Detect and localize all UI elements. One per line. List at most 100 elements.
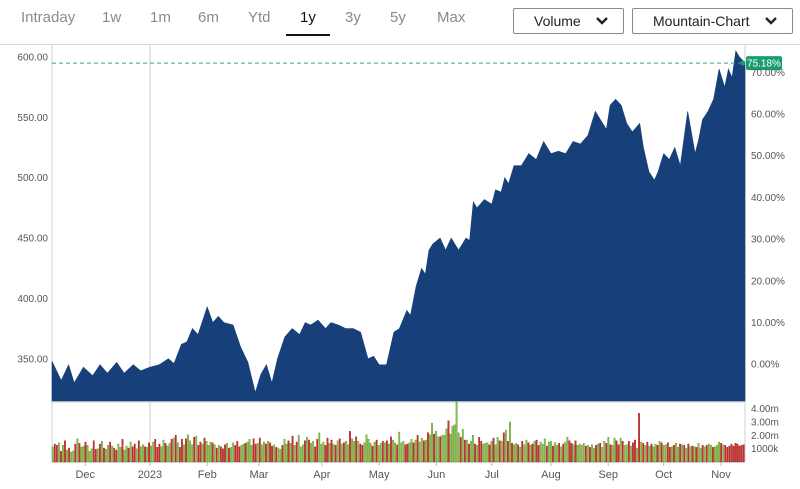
volume-bar [507, 441, 509, 463]
volume-bar [293, 445, 296, 463]
tab-1y[interactable]: 1y [300, 9, 316, 26]
volume-bar [695, 447, 698, 463]
volume-bar [82, 445, 85, 463]
y-tick-label: 350.00 [17, 354, 48, 365]
volume-bar [166, 445, 169, 463]
volume-bar [203, 437, 206, 463]
volume-bar [209, 441, 212, 463]
tab-6m[interactable]: 6m [198, 9, 219, 26]
volume-bar [558, 443, 561, 463]
volume-bar [568, 440, 571, 463]
volume-bar [525, 439, 528, 463]
volume-bar [334, 445, 337, 463]
volume-bar [195, 435, 198, 463]
volume-bar [740, 445, 743, 463]
last-change-label: 75.18% [747, 59, 781, 70]
volume-bar [699, 447, 702, 463]
volume-bar [412, 442, 415, 463]
volume-bar [644, 445, 647, 463]
x-tick-label: Jun [428, 469, 446, 481]
tab-1w[interactable]: 1w [102, 9, 122, 26]
volume-bar [86, 445, 89, 463]
volume-bar [504, 429, 507, 463]
volume-bar [683, 445, 686, 463]
volume-bar [691, 445, 694, 463]
tab-max[interactable]: Max [437, 9, 466, 26]
volume-bar [424, 439, 427, 463]
tab-3y[interactable]: 3y [345, 9, 361, 26]
volume-bar [394, 442, 396, 463]
volume-bar [174, 435, 177, 463]
volume-bar [289, 443, 292, 463]
volume-bar [332, 443, 335, 463]
volume-bar [51, 446, 54, 463]
tab-intraday[interactable]: Intraday [21, 9, 76, 26]
volume-bar [258, 437, 261, 463]
volume-bar [121, 439, 124, 463]
volume-bar [570, 443, 573, 463]
volume-bar [236, 441, 239, 463]
volume-bar [365, 434, 368, 463]
volume-bar [597, 443, 599, 463]
pct-tick-label: 30.00% [751, 235, 785, 246]
volume-bar [357, 441, 360, 463]
chart-type-dropdown[interactable]: Mountain-Chart [632, 8, 793, 34]
pct-tick-label: 60.00% [751, 110, 785, 121]
volume-bar [295, 441, 298, 463]
volume-bar [244, 443, 247, 463]
volume-bar [156, 447, 159, 463]
volume-bar [605, 443, 608, 463]
volume-bar [211, 442, 214, 463]
volume-bar [119, 447, 122, 463]
volume-bar [299, 446, 302, 463]
volume-bar [379, 443, 382, 463]
volume-bar [142, 444, 144, 463]
volume-tick-label: 1000k [751, 444, 779, 455]
volume-bar [101, 441, 103, 463]
volume-bar [375, 439, 378, 463]
chart-type-dropdown-label: Mountain-Chart [653, 13, 750, 29]
volume-bar [461, 429, 464, 463]
volume-bar [459, 437, 462, 463]
volume-bar [53, 443, 56, 463]
volume-bar [431, 423, 433, 463]
volume-bar [306, 437, 308, 463]
volume-bar [484, 443, 487, 463]
volume-bar [181, 439, 183, 463]
volume-bar [281, 445, 284, 463]
volume-bar [361, 445, 364, 463]
x-tick-label: Aug [541, 469, 561, 481]
volume-bar [84, 441, 87, 463]
x-tick-label: Oct [655, 469, 672, 481]
tab-1m[interactable]: 1m [150, 9, 171, 26]
volume-bar [652, 446, 655, 463]
header-divider [0, 44, 800, 45]
volume-bar [90, 448, 93, 463]
volume-bar [492, 437, 495, 463]
volume-bar [529, 445, 532, 463]
volume-bar [275, 447, 278, 463]
volume-bar [720, 443, 723, 463]
volume-bar [562, 443, 565, 463]
volume-dropdown[interactable]: Volume [513, 8, 624, 34]
x-tick-label: Apr [313, 469, 330, 481]
volume-bar [515, 443, 517, 463]
volume-bar [277, 447, 280, 463]
volume-bar [617, 444, 620, 463]
volume-bar [488, 444, 491, 463]
volume-bar [640, 441, 643, 463]
volume-bar [345, 441, 347, 463]
volume-bar [318, 432, 321, 463]
volume-bar [183, 444, 185, 463]
tab-ytd[interactable]: Ytd [248, 9, 271, 26]
volume-bar [685, 447, 688, 463]
volume-bar [435, 431, 438, 463]
volume-bar [96, 448, 99, 463]
tab-5y[interactable]: 5y [390, 9, 406, 26]
volume-bar [591, 444, 593, 463]
volume-bar [267, 441, 269, 463]
volume-bar [662, 445, 665, 463]
volume-bar [72, 450, 75, 463]
volume-bar [707, 443, 710, 463]
